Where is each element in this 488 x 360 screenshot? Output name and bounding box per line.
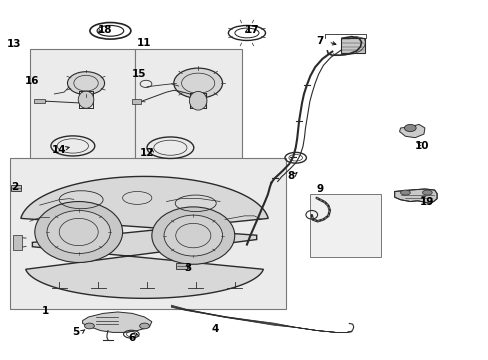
Text: 12: 12: [140, 148, 154, 158]
Ellipse shape: [152, 207, 234, 264]
Text: 10: 10: [414, 141, 429, 151]
Ellipse shape: [47, 211, 110, 253]
Bar: [310, 194, 380, 257]
Bar: [135, 49, 242, 164]
Bar: [10, 158, 285, 309]
Polygon shape: [21, 176, 268, 298]
Ellipse shape: [163, 215, 222, 256]
Ellipse shape: [67, 72, 104, 95]
Ellipse shape: [84, 323, 94, 329]
Ellipse shape: [173, 68, 222, 98]
Polygon shape: [399, 125, 424, 138]
Polygon shape: [82, 312, 152, 332]
Text: 3: 3: [184, 263, 192, 273]
Text: 17: 17: [244, 26, 259, 35]
Ellipse shape: [189, 91, 206, 110]
Ellipse shape: [35, 202, 122, 262]
Bar: [34, 99, 44, 103]
Text: 18: 18: [98, 25, 113, 35]
Ellipse shape: [400, 190, 409, 195]
Text: 19: 19: [419, 197, 434, 207]
Bar: [30, 49, 135, 164]
Text: 7: 7: [316, 36, 323, 46]
Polygon shape: [394, 189, 436, 203]
Ellipse shape: [78, 91, 94, 108]
Text: 14: 14: [52, 144, 66, 154]
Text: 11: 11: [137, 38, 151, 48]
Bar: [13, 235, 21, 250]
Text: 13: 13: [7, 39, 21, 49]
Ellipse shape: [140, 323, 149, 329]
Text: 2: 2: [11, 182, 18, 192]
Bar: [132, 99, 141, 104]
Text: 9: 9: [316, 184, 323, 194]
Bar: [11, 185, 21, 192]
Text: 15: 15: [131, 69, 145, 79]
Bar: [340, 39, 365, 53]
Text: 8: 8: [286, 171, 294, 181]
Text: 5: 5: [73, 327, 80, 337]
Text: 4: 4: [211, 324, 219, 334]
Bar: [176, 263, 186, 269]
Text: 1: 1: [42, 306, 49, 316]
Ellipse shape: [422, 190, 431, 195]
Text: 6: 6: [128, 333, 136, 343]
Ellipse shape: [404, 125, 415, 132]
Text: 16: 16: [25, 76, 40, 86]
